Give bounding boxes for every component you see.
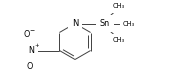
Text: CH₃: CH₃	[113, 38, 125, 43]
Text: O: O	[27, 62, 33, 71]
Text: N: N	[72, 19, 78, 28]
Text: CH₃: CH₃	[113, 3, 125, 9]
Text: −: −	[30, 27, 35, 32]
Text: CH₃: CH₃	[123, 21, 135, 26]
Text: Sn: Sn	[100, 19, 110, 28]
Text: +: +	[34, 43, 39, 48]
Text: O: O	[23, 30, 30, 39]
Text: N: N	[28, 46, 34, 55]
